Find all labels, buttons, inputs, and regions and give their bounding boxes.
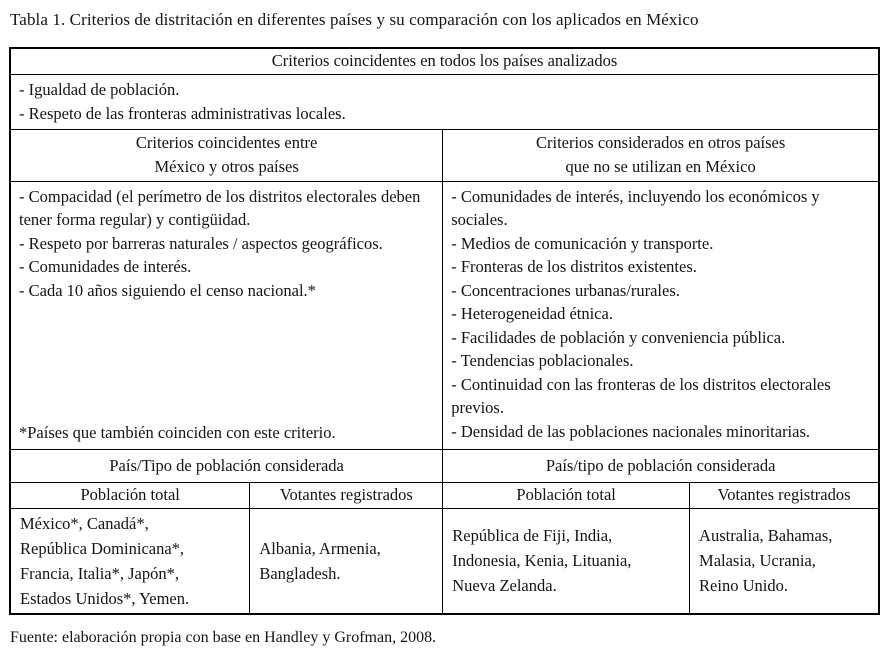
header-total-population-left: Población total [9, 481, 251, 509]
header-registered-voters-right: Votantes registrados [689, 481, 880, 509]
country-list: Australia, Bahamas, Malasia, Ucrania, Re… [691, 523, 878, 598]
criterion-item: - Compacidad (el perímetro de los distri… [19, 186, 421, 230]
country-list: México*, Canadá*, República Dominicana*,… [11, 511, 249, 611]
row-population-headers: País/Tipo de población considerada País/… [9, 448, 880, 483]
country-line: Francia, Italia*, Japón*, [20, 563, 179, 583]
cell-countries-total-left: México*, Canadá*, República Dominicana*,… [9, 507, 251, 615]
criterion-item: - Respeto de las fronteras administrativ… [19, 103, 346, 123]
header-other-line1: Criterios considerados en otros países [535, 133, 786, 152]
criterion-item: - Continuidad con las fronteras de los d… [451, 374, 831, 418]
row-all-countries-criteria: - Igualdad de población. - Respeto de la… [9, 73, 880, 130]
country-line: Reino Unido. [699, 576, 788, 596]
asterisk-footnote: *Países que también coinciden con este c… [19, 422, 336, 442]
header-total-population-right: Población total [442, 481, 691, 509]
country-line: Estados Unidos*, Yemen. [20, 588, 190, 608]
country-line: Bangladesh. [259, 563, 341, 583]
source-note: Fuente: elaboración propia con base en H… [10, 629, 437, 646]
table-caption: Tabla 1. Criterios de distritación en di… [10, 10, 699, 29]
country-line: Nueva Zelanda. [452, 576, 557, 596]
criterion-item: - Concentraciones urbanas/rurales. [451, 280, 680, 300]
criterion-item: - Medios de comunicación y transporte. [451, 233, 714, 253]
country-line: México*, Canadá*, [20, 513, 149, 533]
country-line: Indonesia, Kenia, Lituania, [452, 551, 632, 571]
criterion-item: - Tendencias poblacionales. [451, 351, 634, 370]
header-shared-line1: Criterios coincidentes entre [135, 133, 318, 152]
criterion-item: - Comunidades de interés. [19, 257, 192, 276]
cell-countries-voters-right: Australia, Bahamas, Malasia, Ucrania, Re… [689, 507, 880, 615]
header-other-line2: que no se utilizan en México [565, 157, 756, 176]
header-population-left: País/Tipo de población considerada [9, 448, 444, 483]
row-all-countries-header: Criterios coincidentes en todos los país… [9, 47, 880, 75]
criterion-item: - Comunidades de interés, incluyendo los… [451, 186, 820, 230]
row-population-type-headers: Población total Votantes registrados Pob… [9, 481, 880, 509]
header-registered-voters-left: Votantes registrados [249, 481, 444, 509]
country-line: Australia, Bahamas, [699, 526, 833, 546]
shared-criteria-list: - Compacidad (el perímetro de los distri… [11, 185, 442, 303]
districting-criteria-table: Criterios coincidentes en todos los país… [9, 47, 880, 615]
country-list: República de Fiji, India, Indonesia, Ken… [444, 523, 689, 598]
cell-countries-total-right: República de Fiji, India, Indonesia, Ken… [442, 507, 691, 615]
header-other-criteria: Criterios considerados en otros países q… [442, 128, 880, 182]
cell-all-countries-criteria: - Igualdad de población. - Respeto de la… [9, 73, 880, 130]
header-shared-line2: México y otros países [154, 157, 299, 176]
criterion-item: - Igualdad de población. [19, 80, 180, 99]
row-column-group-headers: Criterios coincidentes entre México y ot… [9, 128, 880, 182]
country-line: República Dominicana*, [20, 538, 185, 558]
header-shared-criteria: Criterios coincidentes entre México y ot… [9, 128, 444, 182]
criterion-item: - Facilidades de población y convenienci… [451, 327, 786, 347]
country-line: República de Fiji, India, [452, 526, 613, 546]
cell-shared-criteria: - Compacidad (el perímetro de los distri… [9, 180, 444, 450]
criterion-item: - Densidad de las poblaciones nacionales… [451, 421, 811, 441]
shared-criteria-content: - Compacidad (el perímetro de los distri… [11, 185, 442, 444]
criterion-item: - Fronteras de los distritos existentes. [451, 257, 697, 276]
criterion-item: - Cada 10 años siguiendo el censo nacion… [19, 280, 316, 300]
header-all-countries: Criterios coincidentes en todos los país… [9, 47, 880, 75]
cell-countries-voters-left: Albania, Armenia, Bangladesh. [249, 507, 444, 615]
row-country-lists: México*, Canadá*, República Dominicana*,… [9, 507, 880, 615]
criterion-item: - Respeto por barreras naturales / aspec… [19, 233, 383, 253]
country-list: Albania, Armenia, Bangladesh. [251, 536, 442, 586]
cell-other-criteria: - Comunidades de interés, incluyendo los… [442, 180, 880, 450]
country-line: Malasia, Ucrania, [699, 551, 816, 571]
row-criteria-lists: - Compacidad (el perímetro de los distri… [9, 180, 880, 450]
criterion-item: - Heterogeneidad étnica. [451, 304, 613, 323]
country-line: Albania, Armenia, [259, 538, 381, 558]
header-population-right: País/tipo de población considerada [442, 448, 880, 483]
